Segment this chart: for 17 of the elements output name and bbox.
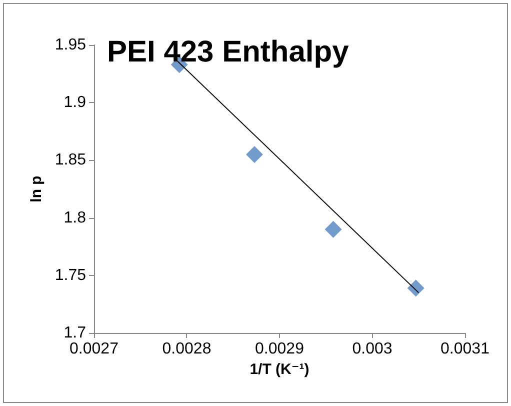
y-tick-label: 1.7 — [64, 324, 86, 342]
y-tick-label: 1.9 — [64, 94, 86, 112]
x-tick-label: 0.0027 — [70, 340, 119, 358]
x-tick-label: 0.0028 — [162, 340, 212, 358]
point — [407, 280, 424, 297]
chart-title: PEI 423 Enthalpy — [107, 36, 350, 68]
x-tick-label: 0.003 — [352, 340, 392, 358]
x-tick-label: 0.0031 — [440, 340, 490, 358]
y-tick-label: 1.75 — [54, 266, 86, 284]
y-tick-label: 1.95 — [54, 36, 86, 54]
y-axis-title: ln p — [28, 176, 45, 202]
y-tick-label: 1.85 — [54, 152, 86, 169]
x-axis-title: 1/T (K⁻¹) — [250, 360, 310, 378]
x-tick-label: 0.0029 — [255, 340, 304, 358]
point — [324, 220, 342, 238]
point — [246, 146, 263, 163]
y-tick-label: 1.8 — [64, 209, 86, 226]
